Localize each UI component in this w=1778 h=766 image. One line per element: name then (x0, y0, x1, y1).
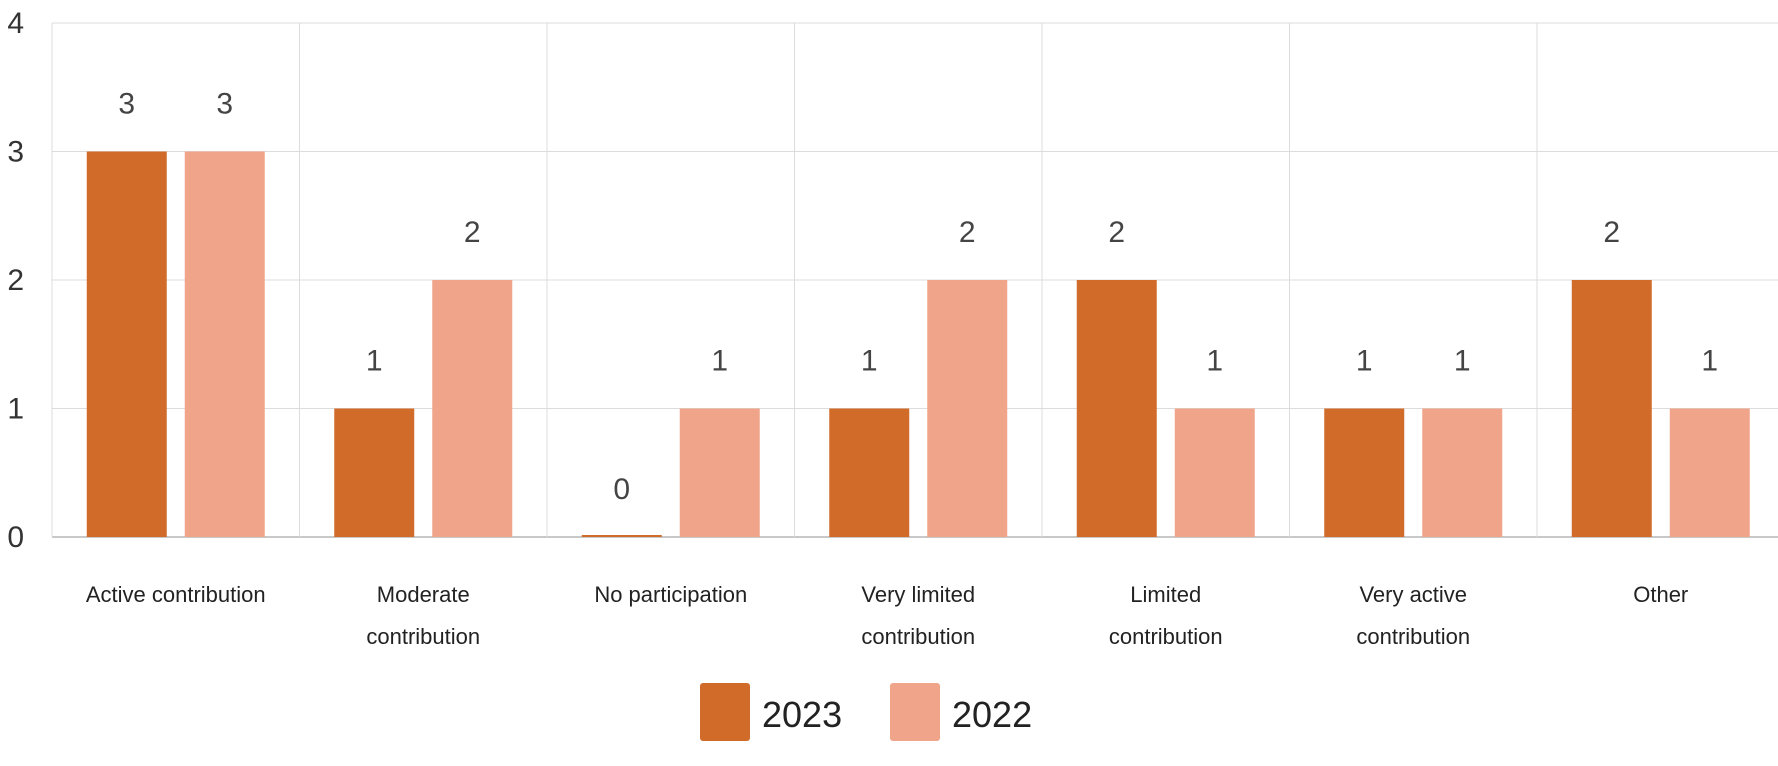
bar-2023-4 (1076, 280, 1157, 537)
bar-2022-6 (1669, 408, 1750, 537)
value-label-2022-5: 1 (1454, 345, 1471, 378)
category-label-line: contribution (1109, 624, 1223, 649)
bar-2023-0 (86, 151, 167, 537)
value-labels: 3 3 1 2 0 1 1 2 2 1 1 1 2 1 (118, 88, 1718, 507)
value-label-2023-5: 1 (1356, 345, 1373, 378)
category-label-0: Active contribution (86, 582, 266, 607)
category-label-line: contribution (366, 624, 480, 649)
y-tick-label: 3 (7, 136, 24, 169)
bar-2023-5 (1324, 408, 1405, 537)
category-label-line: Limited (1130, 582, 1201, 607)
value-label-2022-0: 3 (216, 88, 233, 121)
bar-2022-4 (1174, 408, 1255, 537)
legend-swatch-2022 (890, 683, 940, 741)
bar-2022-5 (1422, 408, 1503, 537)
value-label-2022-1: 2 (464, 216, 481, 249)
value-label-2022-2: 1 (711, 345, 728, 378)
y-tick-label: 1 (7, 393, 24, 426)
category-label-line: Other (1633, 582, 1688, 607)
value-label-2023-3: 1 (861, 345, 878, 378)
value-label-2023-1: 1 (366, 345, 383, 378)
y-tick-label: 0 (7, 521, 24, 554)
y-tick-label: 2 (7, 264, 24, 297)
value-label-2023-4: 2 (1108, 216, 1125, 249)
value-label-2022-3: 2 (959, 216, 976, 249)
category-label-2: No participation (594, 582, 747, 607)
category-label-1: Moderate contribution (366, 582, 480, 649)
category-label-line: contribution (1356, 624, 1470, 649)
value-label-2022-6: 1 (1701, 345, 1718, 378)
bar-2023-2 (581, 535, 662, 537)
category-label-line: Very limited (861, 582, 975, 607)
legend-label-2023: 2023 (762, 694, 842, 735)
category-label-5: Very active contribution (1356, 582, 1470, 649)
legend: 2023 2022 (700, 683, 1032, 741)
bar-2022-2 (679, 408, 760, 537)
bar-2022-1 (432, 280, 513, 537)
x-axis-labels: Active contribution Moderate contribution N… (86, 582, 1688, 649)
value-label-2022-4: 1 (1206, 345, 1223, 378)
category-label-line: Very active (1359, 582, 1467, 607)
bar-2023-1 (334, 408, 415, 537)
value-label-2023-2: 0 (613, 473, 630, 506)
category-label-3: Very limited contribution (861, 582, 975, 649)
y-tick-label: 4 (7, 7, 24, 40)
bars (86, 151, 1750, 537)
category-label-6: Other (1633, 582, 1688, 607)
category-label-4: Limited contribution (1109, 582, 1223, 649)
grid (51, 22, 1778, 538)
value-label-2023-0: 3 (118, 88, 135, 121)
category-label-line: Moderate (377, 582, 470, 607)
category-label-line: contribution (861, 624, 975, 649)
category-label-line: Active contribution (86, 582, 266, 607)
legend-label-2022: 2022 (952, 694, 1032, 735)
category-label-line: No participation (594, 582, 747, 607)
bar-2022-0 (184, 151, 265, 537)
bar-2022-3 (927, 280, 1008, 537)
y-axis-ticks: 0 1 2 3 4 (7, 7, 24, 554)
bar-2023-3 (829, 408, 910, 537)
bar-2023-6 (1571, 280, 1652, 537)
value-label-2023-6: 2 (1603, 216, 1620, 249)
legend-swatch-2023 (700, 683, 750, 741)
